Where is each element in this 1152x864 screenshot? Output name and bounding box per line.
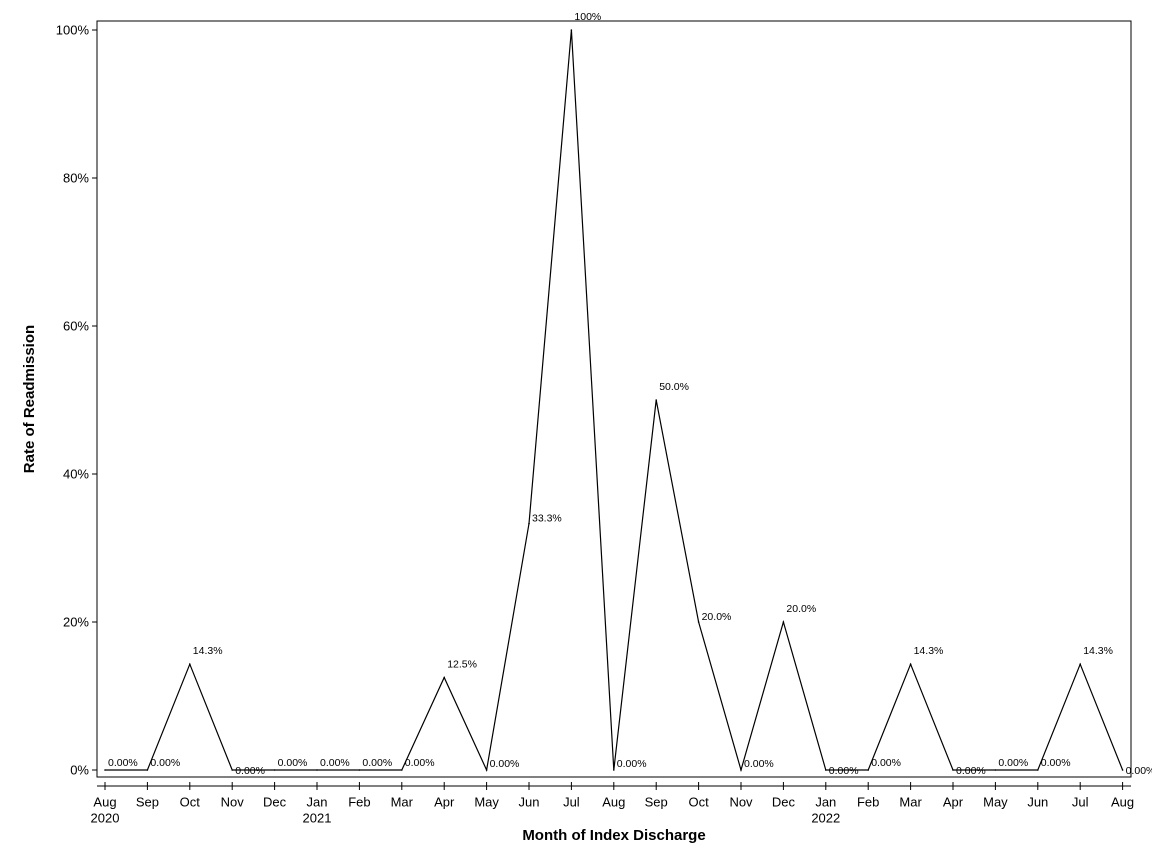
x-tick-label: Jan: [815, 795, 836, 810]
data-point: [952, 769, 954, 771]
data-label: 0.00%: [871, 757, 901, 769]
x-tick-label: Jan: [307, 795, 328, 810]
data-label: 0.00%: [956, 765, 986, 777]
data-label: 0.00%: [405, 757, 435, 769]
data-label: 14.3%: [1083, 645, 1113, 657]
x-axis: Aug Sep Oct Nov Dec Jan Feb Mar Apr May Jun Jul Aug S…: [91, 782, 1134, 826]
x-tick-label: Oct: [688, 795, 709, 810]
y-axis: 0% 20% 40% 60% 80% 100%: [56, 23, 97, 778]
data-label: 0.00%: [1041, 757, 1071, 769]
x-tick-label: Oct: [180, 795, 201, 810]
data-label: 0.00%: [320, 757, 350, 769]
y-tick-label: 20%: [63, 615, 89, 630]
data-point: [1037, 769, 1039, 771]
data-label: 50.0%: [659, 381, 689, 393]
data-label: 0.00%: [235, 765, 265, 777]
x-tick-label: Jun: [519, 795, 540, 810]
data-point: [655, 399, 657, 401]
series-layer: [104, 29, 1124, 773]
x-tick-label: Feb: [857, 795, 879, 810]
data-point: [909, 663, 912, 665]
x-tick-label: Aug: [1111, 795, 1134, 810]
data-label: 20.0%: [702, 611, 732, 623]
data-point: [1079, 663, 1081, 665]
x-tick-label: Apr: [943, 795, 964, 810]
data-label: 0.00%: [998, 757, 1028, 769]
data-point: [485, 769, 488, 771]
x-tick-label: Sep: [645, 795, 668, 810]
data-point: [231, 769, 233, 771]
data-point: [825, 769, 827, 771]
data-label: 0.00%: [362, 757, 392, 769]
x-tick-label: Mar: [391, 795, 414, 810]
data-point: [782, 621, 785, 623]
x-tick-label: Dec: [263, 795, 287, 810]
x-tick-label: Aug: [93, 795, 116, 810]
data-point: [1121, 769, 1124, 771]
x-year-label: 2022: [811, 811, 840, 826]
data-point: [528, 522, 530, 525]
data-label: 0.00%: [490, 758, 520, 770]
x-tick-label: Mar: [899, 795, 922, 810]
data-label: 100%: [574, 11, 601, 23]
data-point: [316, 769, 318, 771]
x-tick-label: Sep: [136, 795, 159, 810]
y-tick-label: 100%: [56, 23, 90, 38]
data-point: [401, 769, 403, 771]
plot-frame: [96, 20, 1132, 778]
data-label: 0.00%: [108, 757, 138, 769]
data-label: 12.5%: [447, 659, 477, 671]
x-tick-label: Nov: [221, 795, 245, 810]
data-label: 0.00%: [829, 765, 859, 777]
data-label: 0.00%: [150, 757, 180, 769]
x-tick-label: Jul: [563, 795, 580, 810]
x-tick-label: Feb: [348, 795, 370, 810]
x-tick-label: Jul: [1072, 795, 1089, 810]
data-point: [570, 29, 573, 31]
data-point: [189, 663, 191, 665]
y-tick-label: 60%: [63, 319, 89, 334]
x-tick-label: Aug: [602, 795, 625, 810]
x-tick-label: Jun: [1027, 795, 1048, 810]
data-label-layer: 0.00% 0.00% 14.3% 0.00% 0.00% 0.00% 0.00% 0.00%…: [108, 11, 1152, 777]
series-line: [105, 29, 1124, 773]
data-point: [104, 769, 106, 771]
data-point: [358, 769, 361, 771]
data-label: 0.00%: [744, 758, 774, 770]
data-label: 33.3%: [532, 513, 562, 525]
x-tick-label: Apr: [434, 795, 455, 810]
data-label: 20.0%: [786, 603, 816, 615]
x-tick-label: Nov: [729, 795, 753, 810]
x-tick-label: May: [474, 795, 499, 810]
data-point: [146, 769, 149, 771]
data-point: [443, 676, 446, 679]
y-tick-label: 0%: [70, 763, 89, 778]
x-year-label: 2021: [303, 811, 332, 826]
data-label: 14.3%: [914, 645, 944, 657]
x-tick-label: Dec: [772, 795, 796, 810]
data-label: 0.00%: [1126, 765, 1152, 777]
y-axis-title: Rate of Readmission: [21, 325, 38, 473]
data-label: 0.00%: [278, 757, 308, 769]
data-label: 14.3%: [193, 645, 223, 657]
data-point: [740, 769, 742, 771]
data-label: 0.00%: [617, 758, 647, 770]
data-point: [273, 769, 276, 771]
y-tick-label: 80%: [63, 171, 89, 186]
data-point: [697, 621, 700, 623]
data-point: [994, 769, 997, 771]
x-axis-title: Month of Index Discharge: [522, 827, 705, 844]
data-point: [613, 769, 615, 771]
y-tick-label: 40%: [63, 467, 89, 482]
data-point: [867, 769, 869, 771]
x-tick-label: May: [983, 795, 1008, 810]
x-year-label: 2020: [91, 811, 120, 826]
